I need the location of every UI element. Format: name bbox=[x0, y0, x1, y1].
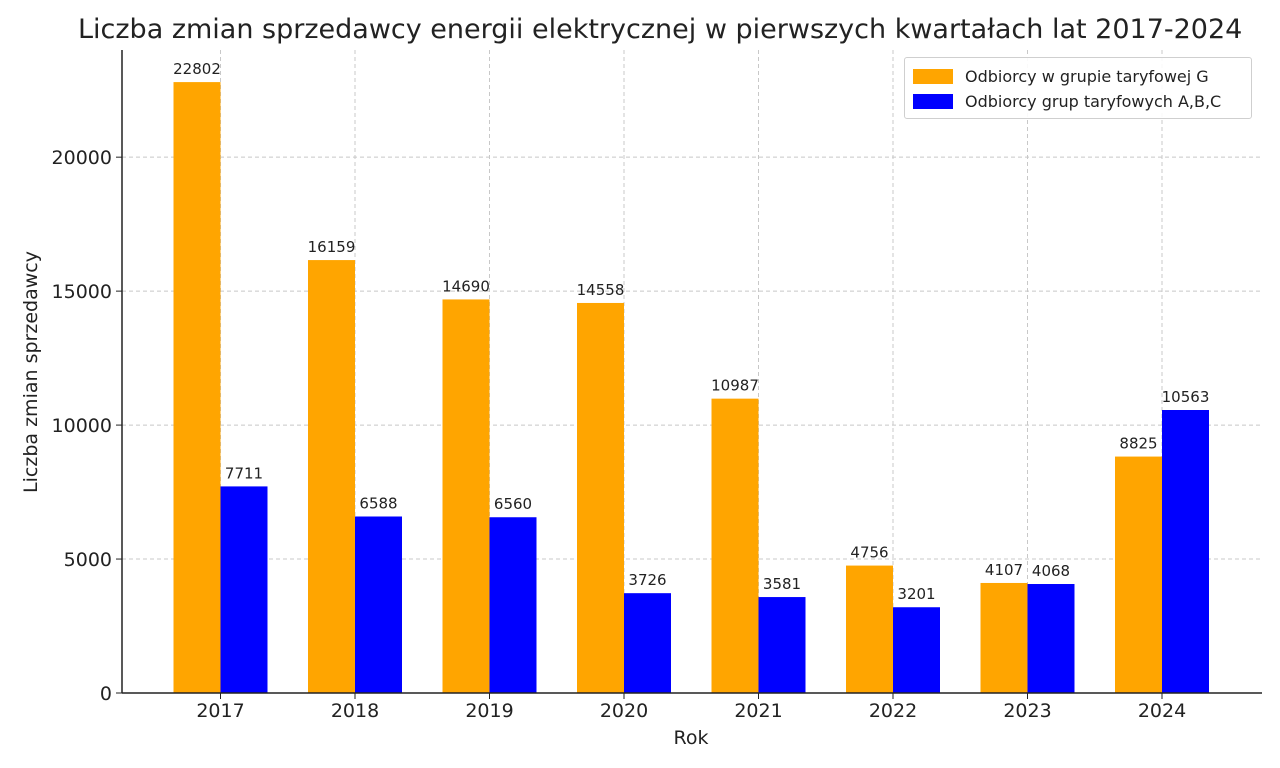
legend-item-abc: Odbiorcy grup taryfowych A,B,C bbox=[913, 89, 1243, 114]
bar-value-label: 10987 bbox=[711, 377, 759, 395]
bar-g bbox=[442, 299, 490, 693]
bar-abc bbox=[893, 607, 940, 693]
data-labels: 22802 16159 14690 14558 10987 4756 4107 8825 771… bbox=[173, 60, 1209, 603]
x-tick-label: 2023 bbox=[1003, 700, 1051, 722]
bar-value-label: 3581 bbox=[763, 575, 801, 593]
x-tick-label: 2018 bbox=[331, 700, 379, 722]
grid-lines bbox=[122, 50, 1262, 693]
x-tick-label: 2021 bbox=[734, 700, 782, 722]
bar-value-label: 10563 bbox=[1162, 388, 1210, 406]
bar-g bbox=[711, 398, 759, 693]
bar-value-label: 22802 bbox=[173, 60, 221, 78]
bar-value-label: 16159 bbox=[308, 238, 356, 256]
y-tick-label: 5000 bbox=[64, 549, 112, 571]
bars bbox=[173, 82, 1209, 693]
x-axis-label: Rok bbox=[674, 727, 709, 749]
bar-value-label: 4756 bbox=[850, 544, 888, 562]
bar-value-label: 4068 bbox=[1032, 562, 1070, 580]
legend-swatch-orange bbox=[913, 69, 953, 84]
bar-value-label: 14558 bbox=[577, 281, 625, 299]
y-tick-label: 10000 bbox=[52, 415, 112, 437]
bar-value-label: 14690 bbox=[442, 277, 490, 295]
y-tick-label: 20000 bbox=[52, 147, 112, 169]
x-tick-label: 2017 bbox=[196, 700, 244, 722]
bar-g bbox=[846, 565, 893, 693]
x-tick-label: 2020 bbox=[600, 700, 648, 722]
bar-abc bbox=[220, 486, 268, 693]
bar-value-label: 4107 bbox=[985, 561, 1023, 579]
bar-abc bbox=[355, 516, 402, 693]
legend: Odbiorcy w grupie taryfowej G Odbiorcy g… bbox=[904, 57, 1252, 119]
bar-abc bbox=[489, 517, 537, 693]
bar-value-label: 3201 bbox=[897, 585, 935, 603]
chart-title: Liczba zmian sprzedawcy energii elektryc… bbox=[78, 14, 1243, 45]
legend-item-g: Odbiorcy w grupie taryfowej G bbox=[913, 64, 1243, 89]
bar-g bbox=[577, 302, 624, 693]
x-tick-label: 2022 bbox=[869, 700, 917, 722]
bar-value-label: 8825 bbox=[1119, 435, 1157, 453]
bar-value-label: 6560 bbox=[494, 495, 532, 513]
bar-abc bbox=[624, 593, 671, 693]
x-tick-label: 2024 bbox=[1138, 700, 1186, 722]
bar-g bbox=[173, 82, 221, 693]
bar-abc bbox=[758, 597, 806, 693]
bar-g bbox=[1115, 456, 1162, 693]
axes: 0 5000 10000 15000 20000 2017 2018 2019 2020 2021… bbox=[52, 50, 1262, 722]
y-tick-label: 15000 bbox=[52, 281, 112, 303]
y-axis-label: Liczba zmian sprzedawcy bbox=[20, 251, 42, 493]
bar-abc bbox=[1162, 409, 1209, 693]
legend-swatch-blue bbox=[913, 94, 953, 109]
bar-g bbox=[308, 260, 355, 693]
bar-g bbox=[980, 582, 1028, 693]
bar-value-label: 6588 bbox=[359, 494, 397, 512]
y-tick-label: 0 bbox=[100, 683, 112, 705]
legend-label-g: Odbiorcy w grupie taryfowej G bbox=[965, 67, 1209, 86]
bar-abc bbox=[1027, 584, 1075, 693]
legend-label-abc: Odbiorcy grup taryfowych A,B,C bbox=[965, 92, 1222, 111]
x-tick-label: 2019 bbox=[465, 700, 513, 722]
bar-value-label: 7711 bbox=[225, 464, 263, 482]
bar-value-label: 3726 bbox=[628, 571, 666, 589]
